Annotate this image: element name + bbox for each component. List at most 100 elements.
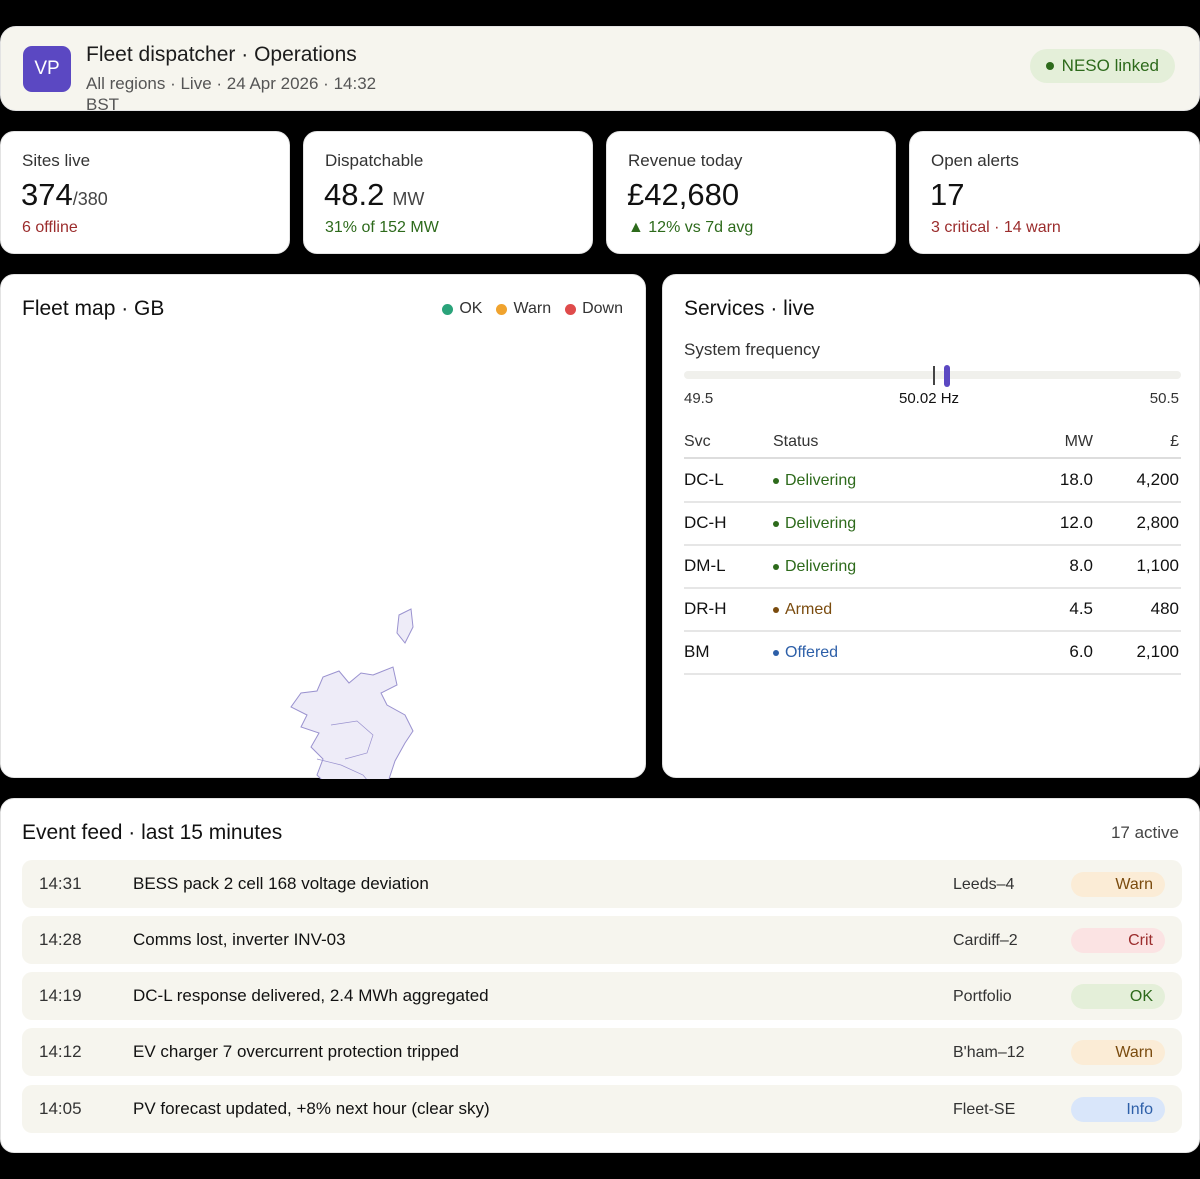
table-row[interactable]: DC-L Delivering 18.0 4,200 <box>684 459 1181 503</box>
fleet-map[interactable] <box>1 275 647 779</box>
svc-status: Offered <box>773 644 838 662</box>
neso-link-status[interactable]: NESO linked <box>1029 49 1175 83</box>
services-table-header: Svc Status MW £ <box>684 433 1181 459</box>
frequency-max: 50.5 <box>1149 390 1179 407</box>
neso-link-label: NESO linked <box>1061 56 1159 75</box>
svc-mw: 6.0 <box>1069 642 1093 661</box>
col-gbp[interactable]: £ <box>1170 433 1179 450</box>
status-dot-icon <box>773 564 779 570</box>
kpi-revenue-today[interactable]: Revenue today £42,680 ▲ 12% vs 7d avg <box>606 131 896 254</box>
svc-gbp: 2,100 <box>1136 642 1179 661</box>
svc-mw: 12.0 <box>1059 513 1093 532</box>
svc-gbp: 480 <box>1150 599 1179 618</box>
legend-warn: Warn <box>496 300 551 318</box>
kpi-note: 3 critical · 14 warn <box>931 219 1061 236</box>
frequency-current: 50.02 Hz <box>899 390 960 407</box>
kpi-value: £42,680 <box>627 177 740 212</box>
status-dot-icon <box>773 478 779 484</box>
kpi-open-alerts[interactable]: Open alerts 17 3 critical · 14 warn <box>909 131 1200 254</box>
svc-code: DR-H <box>684 599 727 618</box>
map-legend: OK Warn Down <box>442 300 623 318</box>
event-time: 14:31 <box>39 874 82 893</box>
kpi-note: 6 offline <box>22 219 78 236</box>
status-dot-icon <box>773 607 779 613</box>
event-message: DC-L response delivered, 2.4 MWh aggrega… <box>133 986 489 1005</box>
severity-badge: Crit <box>1071 928 1165 953</box>
event-site: Cardiff–2 <box>953 932 1018 949</box>
table-row[interactable]: BM Offered 6.0 2,100 <box>684 631 1181 675</box>
severity-badge: OK <box>1071 984 1165 1009</box>
kpi-sites-live[interactable]: Sites live 374/380 6 offline <box>0 131 290 254</box>
feed-count: 17 active <box>1110 823 1179 842</box>
svc-code: DC-H <box>684 513 727 532</box>
kpi-label: Dispatchable <box>325 151 424 170</box>
event-row[interactable]: 14:28 Comms lost, inverter INV-03 Cardif… <box>22 916 1182 964</box>
ok-dot-icon <box>442 303 454 315</box>
frequency-marker <box>944 365 950 387</box>
kpi-label: Sites live <box>22 151 91 170</box>
event-row[interactable]: 14:31 BESS pack 2 cell 168 voltage devia… <box>22 860 1182 908</box>
svc-status: Delivering <box>773 472 856 490</box>
event-message: EV charger 7 overcurrent protection trip… <box>133 1042 460 1061</box>
feed-title: Event feed · last 15 minutes <box>22 821 283 844</box>
event-message: Comms lost, inverter INV-03 <box>133 930 346 949</box>
event-row[interactable]: 14:19 DC-L response delivered, 2.4 MWh a… <box>22 972 1182 1020</box>
svc-gbp: 4,200 <box>1136 470 1179 489</box>
kpi-value: 374/380 <box>21 177 108 212</box>
svc-code: DC-L <box>684 470 724 489</box>
event-feed-card: Event feed · last 15 minutes 17 active 1… <box>0 798 1200 1153</box>
status-dot-icon <box>1045 62 1054 70</box>
page-subtitle: All regions · Live · 24 Apr 2026 · 14:32… <box>86 74 377 114</box>
warn-dot-icon <box>496 303 508 315</box>
svc-status: Delivering <box>773 558 856 576</box>
event-time: 14:05 <box>39 1099 82 1118</box>
severity-badge: Info <box>1071 1097 1165 1122</box>
table-row[interactable]: DM-L Delivering 8.0 1,100 <box>684 545 1181 589</box>
svc-code: DM-L <box>684 556 726 575</box>
event-site: Fleet-SE <box>953 1101 1016 1118</box>
event-site: Portfolio <box>953 988 1012 1005</box>
svc-mw: 8.0 <box>1069 556 1093 575</box>
kpi-label: Revenue today <box>628 151 743 170</box>
table-row[interactable]: DR-H Armed 4.5 480 <box>684 588 1181 632</box>
kpi-dispatchable[interactable]: Dispatchable 48.2 MW 31% of 152 MW <box>303 131 593 254</box>
kpi-value: 48.2 MW <box>324 177 425 212</box>
event-row[interactable]: 14:12 EV charger 7 overcurrent protectio… <box>22 1028 1182 1076</box>
frequency-track <box>684 371 1181 379</box>
svc-mw: 18.0 <box>1059 470 1093 489</box>
severity-badge: Warn <box>1071 872 1165 897</box>
col-status[interactable]: Status <box>773 433 819 450</box>
services-card: Services · live System frequency 49.5 50… <box>662 274 1200 778</box>
app-header: VP Fleet dispatcher · Operations All reg… <box>0 26 1200 114</box>
severity-badge: Warn <box>1071 1040 1165 1065</box>
event-message: PV forecast updated, +8% next hour (clea… <box>133 1099 490 1118</box>
frequency-label: System frequency <box>684 340 821 359</box>
event-row[interactable]: 14:05 PV forecast updated, +8% next hour… <box>22 1085 1182 1133</box>
kpi-note: ▲ 12% vs 7d avg <box>628 219 754 236</box>
table-row[interactable]: DC-H Delivering 12.0 2,800 <box>684 502 1181 546</box>
col-mw[interactable]: MW <box>1064 433 1093 450</box>
scotland-region <box>290 666 414 779</box>
kpi-note: 31% of 152 MW <box>325 219 439 236</box>
kpi-label: Open alerts <box>931 151 1019 170</box>
avatar[interactable]: VP <box>23 46 71 92</box>
event-site: Leeds–4 <box>953 876 1015 893</box>
event-time: 14:28 <box>39 930 82 949</box>
legend-ok: OK <box>442 300 482 318</box>
event-message: BESS pack 2 cell 168 voltage deviation <box>133 874 429 893</box>
region-boundaries <box>316 720 374 779</box>
services-title: Services · live <box>684 297 815 320</box>
frequency-min: 49.5 <box>684 390 714 407</box>
status-dot-icon <box>773 650 779 656</box>
page-title: Fleet dispatcher · Operations <box>86 43 357 66</box>
frequency-nominal-tick <box>933 366 935 385</box>
status-dot-icon <box>773 521 779 527</box>
svc-gbp: 1,100 <box>1136 556 1179 575</box>
map-title: Fleet map · GB <box>22 297 165 320</box>
legend-down: Down <box>565 300 623 318</box>
kpi-value: 17 <box>930 177 965 212</box>
svc-mw: 4.5 <box>1069 599 1093 618</box>
col-svc[interactable]: Svc <box>684 433 711 450</box>
down-dot-icon <box>565 303 577 315</box>
gb-outline <box>290 608 414 779</box>
